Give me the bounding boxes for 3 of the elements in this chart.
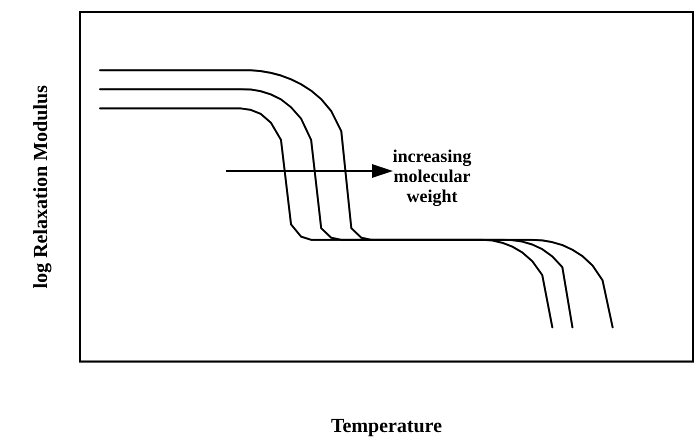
annotation: increasing molecular weight [392, 146, 472, 206]
y-axis-title: log Relaxation Modulus [30, 84, 52, 288]
x-axis-title: Temperature [330, 415, 442, 438]
